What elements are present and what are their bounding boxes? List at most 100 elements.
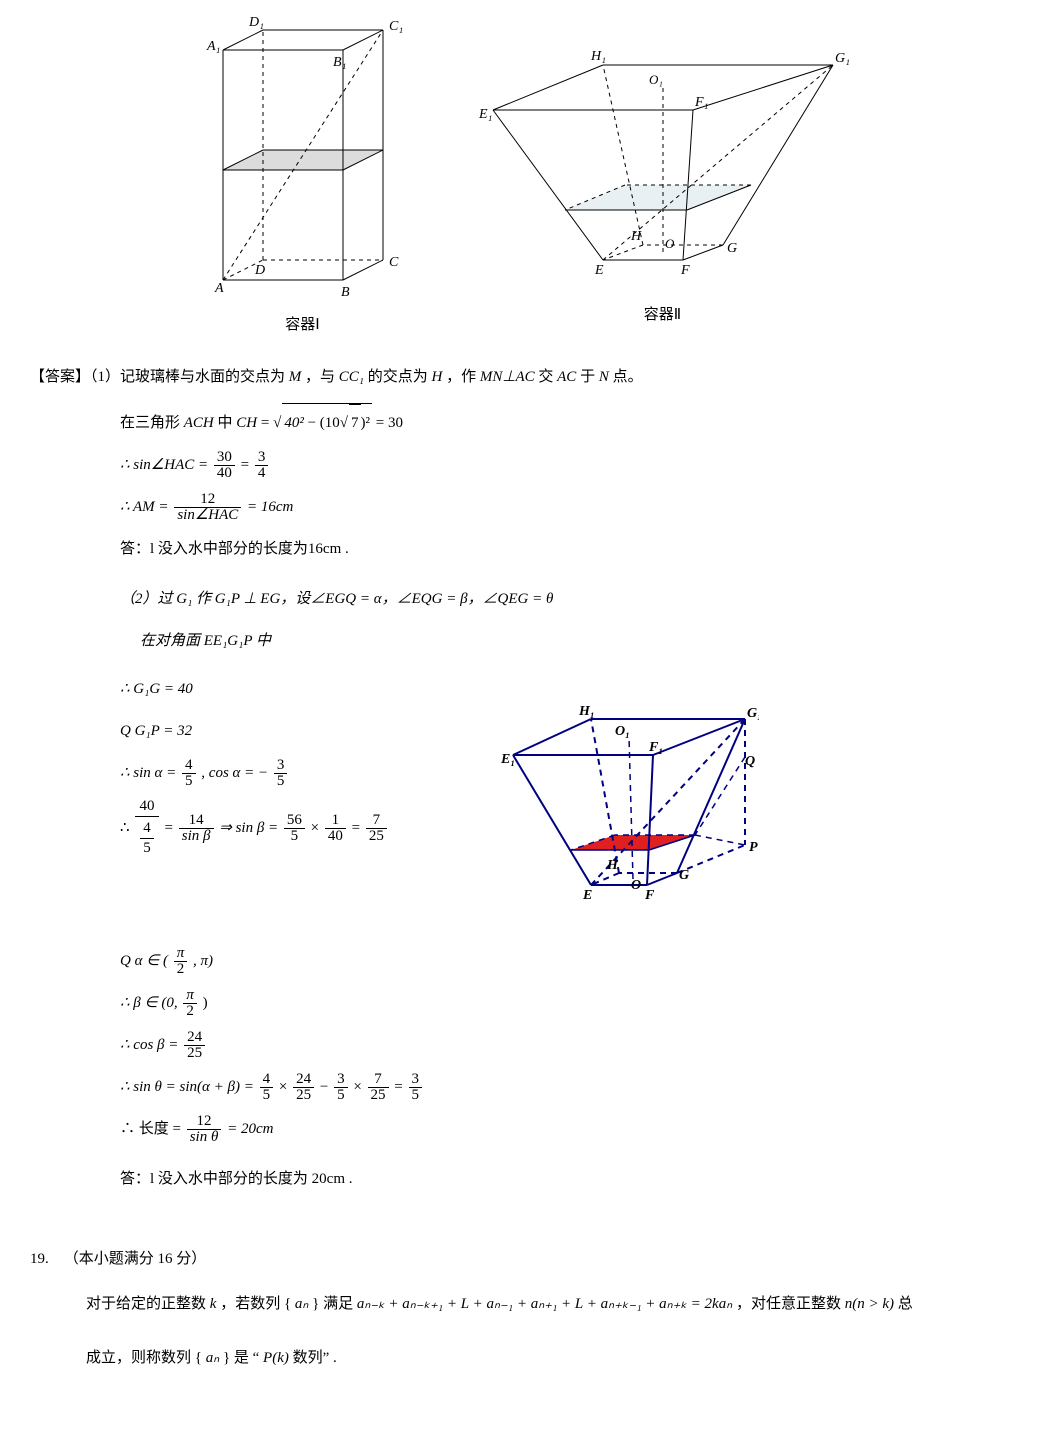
- svg-text:E₁: E₁: [500, 752, 515, 767]
- intro-CC1: CC₁: [339, 369, 364, 385]
- svg-text:O: O: [631, 878, 641, 893]
- pi2a: π2: [174, 946, 188, 977]
- f35b: 35: [334, 1072, 348, 1103]
- frac-30-40: 3040: [214, 450, 235, 481]
- f35db: 5: [334, 1087, 348, 1103]
- p19b2a: 成立，则称数列 {: [86, 1350, 202, 1366]
- intro-prefix: 【答案】（1）记玻璃棒与水面的交点为: [30, 369, 289, 385]
- Qain: Q α ∈ (: [120, 953, 168, 969]
- svg-text:E: E: [582, 888, 592, 903]
- times1: ×: [311, 820, 319, 836]
- eq4: =: [394, 1079, 402, 1095]
- eq30: = 30: [376, 415, 403, 431]
- svg-text:E: E: [594, 263, 604, 278]
- p19b2b: } 是 “: [223, 1350, 259, 1366]
- f2425: 2425: [184, 1030, 205, 1061]
- svg-text:B₁: B₁: [333, 55, 346, 70]
- f140: 140: [325, 813, 346, 844]
- f140d: 40: [325, 828, 346, 844]
- figure-3-block: E F G H E₁ F₁ G₁ H₁ O O₁ P Q: [499, 675, 759, 919]
- f725b: 725: [368, 1072, 389, 1103]
- length-line: ∴ 长度 = 12sin θ = 20cm: [120, 1111, 1015, 1147]
- p19-line1: 对于给定的正整数 k ，若数列 { aₙ } 满足 aₙ₋ₖ + aₙ₋ₖ₊₁ …: [86, 1286, 1015, 1322]
- p19nk: n(n > k): [845, 1296, 894, 1312]
- AM-label: ∴ AM =: [120, 499, 169, 515]
- forty-sq: 40²: [284, 415, 304, 431]
- svg-text:O₁: O₁: [615, 724, 630, 739]
- svg-text:D: D: [254, 263, 265, 278]
- intro-MNAC: MN⊥AC: [480, 369, 535, 385]
- svg-text:F₁: F₁: [648, 740, 663, 755]
- QG1P-line: Q G₁P = 32: [120, 713, 389, 749]
- svg-text:D₁: D₁: [248, 15, 264, 30]
- frac-3-4: 34: [255, 450, 269, 481]
- p19an2: aₙ: [206, 1350, 219, 1366]
- f2425n: 24: [184, 1030, 205, 1045]
- p19b: ，若数列 {: [220, 1296, 291, 1312]
- rrd: sin β: [179, 828, 214, 844]
- AM-line: ∴ AM = 12sin∠HAC = 16cm: [120, 489, 1015, 525]
- p19e: 总: [898, 1296, 913, 1312]
- rln: 40: [135, 797, 159, 816]
- pi2db: 2: [183, 1003, 197, 1019]
- rld-frac: 45: [140, 819, 154, 858]
- f140n: 1: [325, 813, 346, 828]
- triangle-line: 在三角形 ACH 中 CH = √40² − (10√7)² = 30: [120, 403, 1015, 441]
- f725d: 25: [366, 828, 387, 844]
- f3040n: 30: [214, 450, 235, 465]
- p19an: aₙ: [295, 1296, 308, 1312]
- figure-1-block: A B C D A₁ B₁ C₁ D₁ 容器Ⅰ: [193, 10, 413, 334]
- svg-text:H: H: [630, 229, 642, 244]
- part2-left: ∴ G₁G = 40 Q G₁P = 32 ∴ sin α = 45 , cos…: [120, 665, 389, 866]
- p19eq: aₙ₋ₖ + aₙ₋ₖ₊₁ + L + aₙ₋₁ + aₙ₊₁ + L + aₙ…: [357, 1296, 732, 1312]
- closep: ): [203, 995, 208, 1011]
- f565n: 56: [284, 813, 305, 828]
- f12n: 12: [187, 1114, 222, 1129]
- svg-text:C: C: [389, 255, 399, 270]
- p19k: k: [210, 1296, 217, 1312]
- f725db: 25: [368, 1087, 389, 1103]
- f45db: 5: [260, 1087, 274, 1103]
- pi2nb: π: [183, 988, 197, 1003]
- eq1: =: [241, 457, 249, 473]
- t3: ×: [353, 1079, 361, 1095]
- f12sinth: 12sin θ: [187, 1114, 222, 1145]
- f45n: 4: [182, 758, 196, 773]
- f35d: 5: [274, 773, 288, 789]
- f45nb: 4: [260, 1072, 274, 1087]
- p19a: 对于给定的正整数: [86, 1296, 210, 1312]
- answer-intro: 【答案】（1）记玻璃棒与水面的交点为 M ，与 CC₁ 的交点为 H ，作 MN…: [30, 364, 1015, 391]
- rldn: 4: [140, 819, 154, 838]
- svg-text:H: H: [606, 858, 619, 873]
- problem-19-head: 19. （本小题满分 16 分）: [30, 1247, 1015, 1268]
- f45b: 45: [260, 1072, 274, 1103]
- f12Hd: sin∠HAC: [174, 507, 241, 523]
- figure-2-caption: 容器Ⅱ: [473, 303, 853, 324]
- f35n: 3: [274, 758, 288, 773]
- Qa-line: Q α ∈ ( π2 , π): [120, 943, 1015, 979]
- t2: ×: [279, 1079, 287, 1095]
- intro-mid2: 的交点为: [368, 369, 432, 385]
- figure-1-svg: A B C D A₁ B₁ C₁ D₁: [193, 10, 413, 300]
- rld: 45: [135, 816, 159, 860]
- svg-text:H₁: H₁: [578, 704, 595, 719]
- cosa: , cos α = −: [201, 765, 268, 781]
- p19-num: 19.: [30, 1251, 49, 1267]
- commapi: , π): [193, 953, 213, 969]
- f45d: 5: [182, 773, 196, 789]
- svg-text:G: G: [679, 868, 689, 883]
- pi2na: π: [174, 946, 188, 961]
- svg-text:C₁: C₁: [389, 19, 403, 34]
- intro-end: 点。: [613, 369, 643, 385]
- intro-N: N: [599, 369, 609, 385]
- problem-19: 19. （本小题满分 16 分） 对于给定的正整数 k ，若数列 { aₙ } …: [30, 1247, 1015, 1376]
- tri-prefix: 在三角形: [120, 415, 180, 431]
- f2425db: 25: [293, 1087, 314, 1103]
- p2intro: （2）过 G₁ 作 G₁P ⊥ EG，设∠EGQ = α，∠EQG = β，∠Q…: [120, 591, 553, 607]
- p19pk: P(k): [263, 1350, 289, 1366]
- figure-2-svg: E F G H E₁ F₁ G₁ H₁ O O₁: [473, 10, 853, 290]
- pi2b: π2: [183, 988, 197, 1019]
- eq2: =: [165, 820, 173, 836]
- svg-text:F₁: F₁: [694, 95, 708, 110]
- p19b2c: 数列” .: [293, 1350, 337, 1366]
